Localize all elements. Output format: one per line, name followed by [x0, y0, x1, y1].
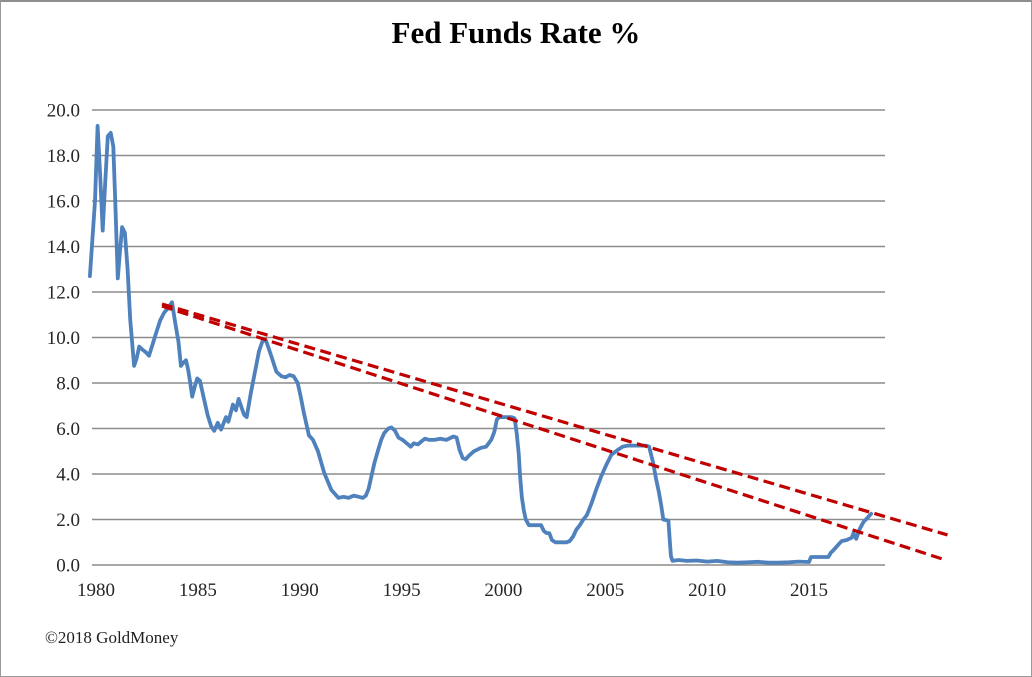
chart-title: Fed Funds Rate % [391, 15, 641, 50]
x-axis-tick-label: 1990 [281, 580, 319, 601]
y-axis-tick-label: 2.0 [56, 510, 80, 531]
y-axis-tick-label: 14.0 [47, 237, 80, 258]
trendline-lower-downtrend [161, 304, 946, 562]
x-axis-tick-label: 2010 [688, 580, 726, 601]
x-axis-tick-label: 1995 [383, 580, 421, 601]
y-axis-tick-label: 0.0 [56, 556, 80, 577]
trendline-upper-downtrend [161, 302, 948, 537]
y-axis-tick-label: 6.0 [56, 419, 80, 440]
copyright-text: ©2018 GoldMoney [45, 628, 179, 647]
x-axis-tick-label: 1985 [179, 580, 217, 601]
y-axis-tick-label: 4.0 [56, 465, 80, 486]
fed-funds-rate-line [88, 124, 873, 565]
x-axis-tick-label: 2015 [790, 580, 828, 601]
y-axis-tick-label: 8.0 [56, 374, 80, 395]
y-axis-tick-label: 18.0 [47, 146, 80, 167]
y-axis-tick-label: 10.0 [47, 328, 80, 349]
y-axis-tick-label: 12.0 [47, 283, 80, 304]
x-axis-tick-label: 2005 [586, 580, 624, 601]
x-axis-tick-label: 1980 [77, 580, 115, 601]
y-axis-tick-label: 20.0 [47, 101, 80, 122]
y-axis-tick-label: 16.0 [47, 192, 80, 213]
x-axis-tick-label: 2000 [484, 580, 522, 601]
